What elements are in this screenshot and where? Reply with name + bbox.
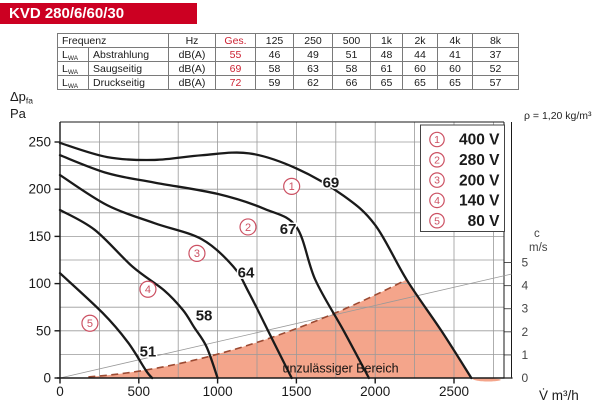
legend-voltage-label: 80 V xyxy=(468,213,501,230)
curve-number-circle xyxy=(188,244,206,262)
svg-text:3: 3 xyxy=(194,248,200,260)
svg-text:5: 5 xyxy=(87,318,93,330)
svg-text:2: 2 xyxy=(245,222,251,234)
svg-text:0: 0 xyxy=(522,371,529,385)
forbidden-region-label: unzulässiger Bereich xyxy=(283,362,399,376)
db-value: 62 xyxy=(293,75,333,90)
axes xyxy=(54,122,513,384)
curve-number-circle xyxy=(283,177,301,195)
sound-power-table: Frequenz Hz Ges. 125 250 500 1k 2k 4k 8k… xyxy=(57,33,519,90)
table-row-saugseitig: LWA Saugseitig dB(A) 69 58 63 58 61 60 6… xyxy=(57,61,519,76)
svg-text:100: 100 xyxy=(28,276,51,291)
curve-number-circle xyxy=(81,314,99,332)
svg-text:1: 1 xyxy=(434,134,440,146)
svg-text:1: 1 xyxy=(289,181,295,193)
performance-curves xyxy=(58,141,473,380)
svg-text:0: 0 xyxy=(56,384,64,399)
legend-number-circle xyxy=(429,172,445,188)
row-symbol: LWA xyxy=(57,47,89,62)
svg-text:2: 2 xyxy=(522,325,529,339)
svg-text:0: 0 xyxy=(43,371,51,386)
curve-markers: 1 69 2 67 3 64 4 58 5 51 xyxy=(81,173,341,362)
curve-80V xyxy=(58,272,154,380)
legend-voltage-label: 400 V xyxy=(459,132,500,149)
svg-text:2: 2 xyxy=(434,154,440,166)
legend-number-circle xyxy=(429,212,445,229)
legend-voltage-label: 200 V xyxy=(459,172,500,189)
noise-level-label: 67 xyxy=(280,221,297,238)
curve-400V xyxy=(58,141,473,380)
region-boundary-dashed xyxy=(88,279,407,378)
legend-voltage-label: 280 V xyxy=(459,152,500,169)
db-value: 66 xyxy=(332,75,371,90)
legend-voltage-label: 140 V xyxy=(459,193,500,210)
svg-text:4: 4 xyxy=(145,284,151,296)
svg-text:1500: 1500 xyxy=(281,384,311,399)
svg-text:3: 3 xyxy=(522,302,529,316)
table-row-druckseitig: LWA Druckseitig dB(A) 72 59 62 66 65 65 … xyxy=(57,75,519,90)
y-axis-unit: Pa xyxy=(10,106,27,121)
curve-200V xyxy=(58,173,293,380)
velocity-guide-line xyxy=(59,273,512,379)
forbidden-region xyxy=(88,275,501,382)
svg-text:4: 4 xyxy=(434,195,440,207)
noise-level-label: 58 xyxy=(196,308,213,325)
curve-number-circle xyxy=(239,218,257,236)
product-title: KVD 280/6/60/30 xyxy=(9,5,125,22)
legend-number-circle xyxy=(429,152,445,168)
svg-text:500: 500 xyxy=(128,384,151,399)
svg-text:150: 150 xyxy=(28,229,51,244)
curve-280V xyxy=(58,154,371,380)
svg-text:2500: 2500 xyxy=(439,384,469,399)
row-name: Druckseitig xyxy=(88,75,169,90)
svg-text:4: 4 xyxy=(522,279,529,293)
noise-level-label: 69 xyxy=(323,175,340,192)
legend-number-circle xyxy=(429,131,445,148)
legend-number-circle xyxy=(429,192,445,209)
svg-text:1000: 1000 xyxy=(203,384,233,399)
curve-number-circle xyxy=(139,280,157,298)
table-row-abstrahlung: LWA Abstrahlung dB(A) 55 46 49 51 48 44 … xyxy=(57,47,519,62)
tick-labels: 0 500 1000 1500 2000 2500 0 50 100 150 200 250 xyxy=(28,135,469,400)
curve-140V xyxy=(58,208,219,380)
svg-text:50: 50 xyxy=(36,323,51,338)
svg-text:5: 5 xyxy=(522,256,529,270)
svg-text:2000: 2000 xyxy=(360,384,390,399)
product-title-banner: KVD 280/6/60/30 xyxy=(0,3,197,24)
row-symbol: LWA xyxy=(57,75,89,90)
y-axis-title: Δpfa xyxy=(10,89,33,106)
svg-text:3: 3 xyxy=(434,175,440,187)
svg-text:200: 200 xyxy=(28,182,51,197)
svg-text:1: 1 xyxy=(522,348,529,362)
svg-text:5: 5 xyxy=(434,215,440,227)
db-value: 57 xyxy=(472,75,519,90)
db-value: 65 xyxy=(370,75,403,90)
air-density-note: ρ = 1,20 kg/m³ xyxy=(524,110,592,122)
noise-level-label: 64 xyxy=(238,264,255,281)
velocity-axis-label: c xyxy=(534,228,540,240)
velocity-axis: 0 1 2 3 4 5 c m/s xyxy=(504,228,548,385)
noise-level-label: 51 xyxy=(140,344,157,361)
x-axis-title: V̇ m³/h xyxy=(539,388,579,403)
voltage-legend: 1 400 V 2 280 V 3 200 V 4 140 V 5 80 V xyxy=(420,124,505,232)
velocity-axis-unit: m/s xyxy=(529,242,548,254)
svg-text:250: 250 xyxy=(28,135,51,150)
